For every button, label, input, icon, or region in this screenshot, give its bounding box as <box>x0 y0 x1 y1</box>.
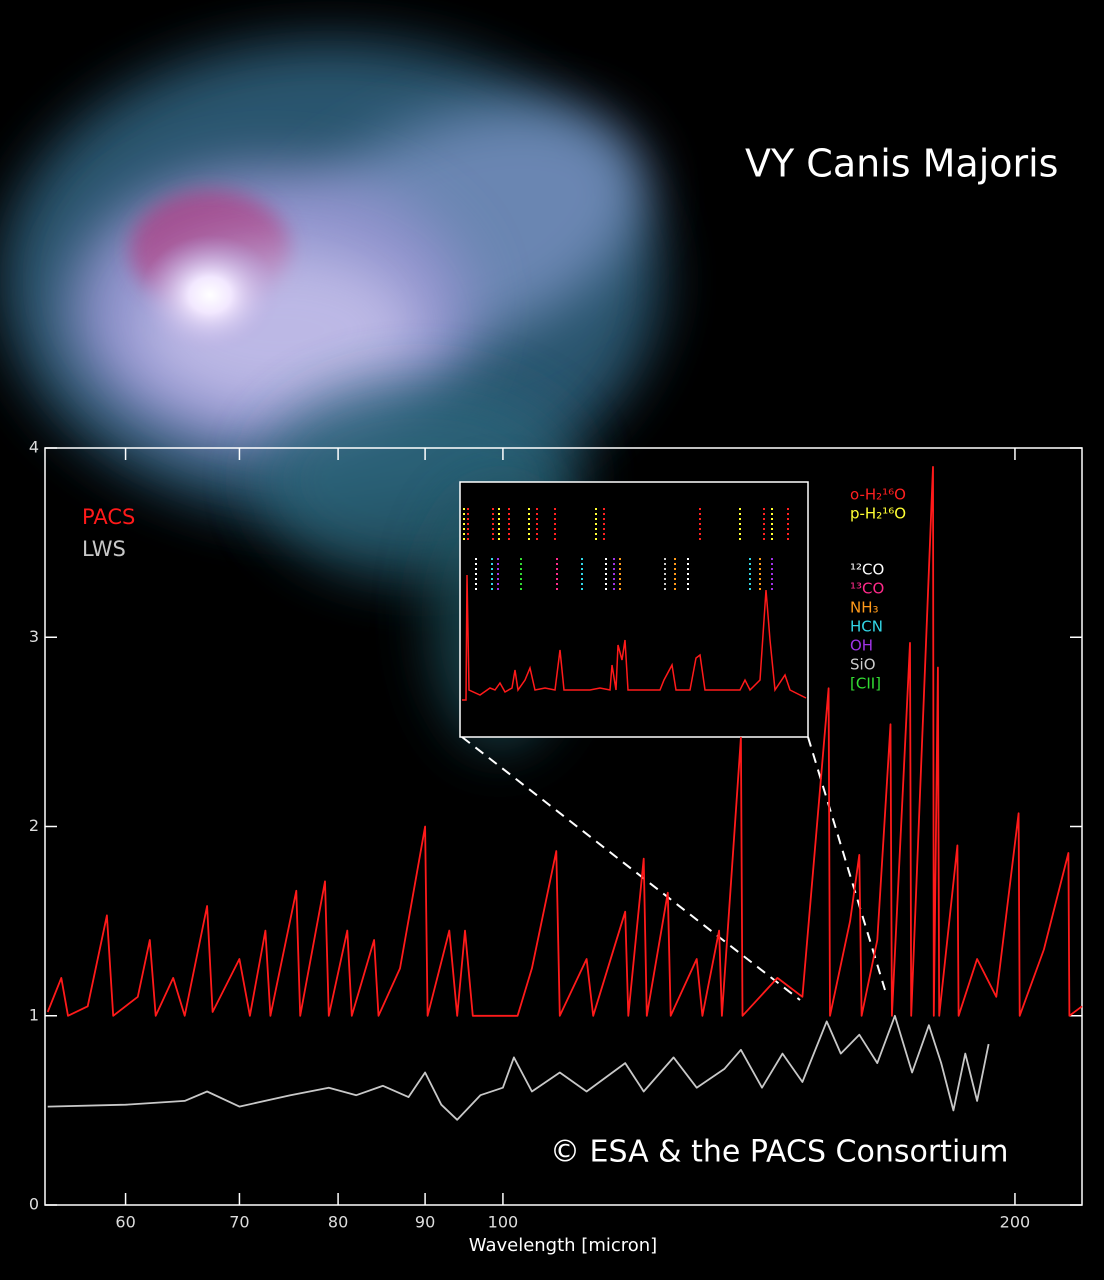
x-tick-label: 80 <box>328 1213 348 1232</box>
species-label: HCN <box>850 618 883 636</box>
x-tick-label: 90 <box>415 1213 435 1232</box>
legend-entry: LWS <box>82 537 126 561</box>
series-line <box>47 1014 990 1121</box>
series-line <box>46 466 1083 1017</box>
species-label: SiO <box>850 656 876 674</box>
legend-entry: PACS <box>82 505 135 529</box>
title: VY Canis Majoris <box>745 142 1058 186</box>
species-label: [CII] <box>850 675 881 693</box>
y-tick-label: 3 <box>29 627 39 646</box>
species-label: ¹²CO <box>850 561 884 579</box>
y-tick-label: 2 <box>29 816 39 835</box>
x-tick-label: 100 <box>488 1213 519 1232</box>
species-label: NH₃ <box>850 599 879 617</box>
x-tick-label: 200 <box>1000 1213 1031 1232</box>
species-label: p-H₂¹⁶O <box>850 505 906 523</box>
species-label: OH <box>850 637 873 655</box>
credit: © ESA & the PACS Consortium <box>550 1135 1009 1170</box>
inset <box>459 481 886 1001</box>
x-axis-label: Wavelength [micron] <box>469 1235 657 1256</box>
y-tick-label: 1 <box>29 1005 39 1024</box>
species-label: ¹³CO <box>850 580 884 598</box>
species-label: o-H₂¹⁶O <box>850 486 906 504</box>
y-tick-label: 0 <box>29 1195 39 1214</box>
x-tick-label: 60 <box>115 1213 135 1232</box>
x-tick-label: 70 <box>229 1213 249 1232</box>
y-tick-label: 4 <box>29 438 39 457</box>
